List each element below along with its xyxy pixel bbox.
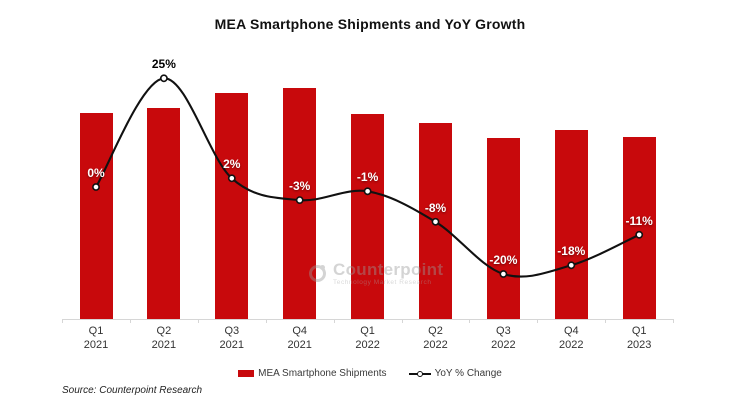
x-label-q1-2022: Q1 2022 — [334, 324, 402, 352]
x-label-year: 2022 — [423, 339, 448, 351]
x-label-q3-2021: Q3 2021 — [198, 324, 266, 352]
line-marker-swatch-icon — [408, 369, 431, 378]
yoy-value-label-q2-2022: -8% — [424, 200, 447, 215]
counterpoint-logo-icon — [309, 265, 326, 283]
x-label-quarter: Q2 — [156, 325, 172, 337]
watermark: Counterpoint Technology Market Research — [309, 261, 443, 287]
yoy-value-label-q1-2023: -11% — [625, 213, 653, 228]
legend-item-shipments: MEA Smartphone Shipments — [238, 368, 387, 379]
legend: MEA Smartphone Shipments YoY % Change — [0, 368, 740, 379]
x-axis-tick — [333, 319, 335, 323]
bar-q3-2021 — [215, 93, 249, 319]
x-label-q4-2022: Q4 2022 — [537, 324, 605, 352]
x-label-quarter: Q2 — [428, 325, 443, 337]
x-label-quarter: Q4 — [563, 325, 579, 337]
x-axis-tick — [673, 319, 675, 323]
yoy-value-label-q4-2021: -3% — [289, 179, 311, 194]
bar-q4-2022 — [554, 130, 588, 319]
bar-q1-2021 — [79, 113, 113, 319]
x-axis-tick — [197, 319, 199, 323]
x-label-quarter: Q1 — [360, 325, 375, 337]
x-label-year: 2021 — [287, 339, 312, 351]
bar-q2-2022 — [419, 123, 452, 319]
x-label-q2-2021: Q2 2021 — [130, 324, 198, 352]
bar-q3-2022 — [486, 138, 520, 319]
x-axis-tick — [401, 319, 403, 323]
watermark-name: Counterpoint — [333, 260, 444, 279]
yoy-value-label-q1-2021: 0% — [87, 166, 105, 180]
yoy-value-label-q3-2021: 2% — [223, 157, 241, 172]
x-label-quarter: Q3 — [496, 325, 511, 337]
x-label-year: 2022 — [355, 339, 380, 351]
legend-item-yoy: YoY % Change — [408, 368, 502, 379]
x-label-q1-2021: Q1 2021 — [62, 324, 130, 352]
x-axis-line — [62, 319, 674, 320]
x-label-year: 2023 — [626, 339, 652, 351]
yoy-value-label-q2-2021: 25% — [151, 57, 176, 72]
bar-q2-2021 — [147, 108, 181, 319]
legend-label-shipments: MEA Smartphone Shipments — [258, 368, 387, 379]
x-label-quarter: Q1 — [631, 325, 647, 337]
x-label-year: 2021 — [83, 339, 109, 351]
yoy-value-label-q3-2022: -20% — [489, 253, 518, 267]
yoy-marker-q2-2021 — [159, 74, 168, 83]
x-axis-tick — [605, 319, 607, 323]
yoy-value-label-q4-2022: -18% — [557, 244, 586, 259]
x-label-year: 2021 — [151, 339, 177, 351]
x-label-q3-2022: Q3 2022 — [469, 324, 537, 352]
bar-q1-2023 — [622, 137, 656, 319]
x-label-year: 2022 — [491, 339, 516, 351]
watermark-tagline: Technology Market Research — [333, 279, 432, 286]
bar-q1-2022 — [351, 114, 385, 319]
chart-title: MEA Smartphone Shipments and YoY Growth — [214, 16, 526, 32]
x-label-q4-2021: Q4 2021 — [266, 324, 334, 352]
swatch-line-dot — [416, 370, 423, 377]
x-label-quarter: Q1 — [88, 325, 104, 337]
x-label-q2-2022: Q2 2022 — [402, 324, 470, 352]
x-label-quarter: Q4 — [292, 325, 308, 337]
source-note: Source: Counterpoint Research — [62, 385, 203, 396]
x-label-q1-2023: Q1 2023 — [605, 324, 673, 352]
x-label-year: 2021 — [219, 339, 245, 351]
x-label-quarter: Q3 — [224, 325, 240, 337]
yoy-value-label-q1-2022: -1% — [356, 170, 379, 185]
logo-dot — [320, 265, 325, 271]
x-axis-tick — [469, 319, 471, 323]
legend-label-yoy: YoY % Change — [434, 368, 502, 379]
x-axis-tick — [265, 319, 267, 323]
x-axis-tick — [537, 319, 539, 323]
bar-swatch-icon — [238, 370, 255, 377]
watermark-texts: Counterpoint Technology Market Research — [333, 261, 443, 287]
x-axis-tick — [62, 319, 63, 323]
x-label-year: 2022 — [559, 339, 584, 351]
x-axis-tick — [129, 319, 131, 323]
